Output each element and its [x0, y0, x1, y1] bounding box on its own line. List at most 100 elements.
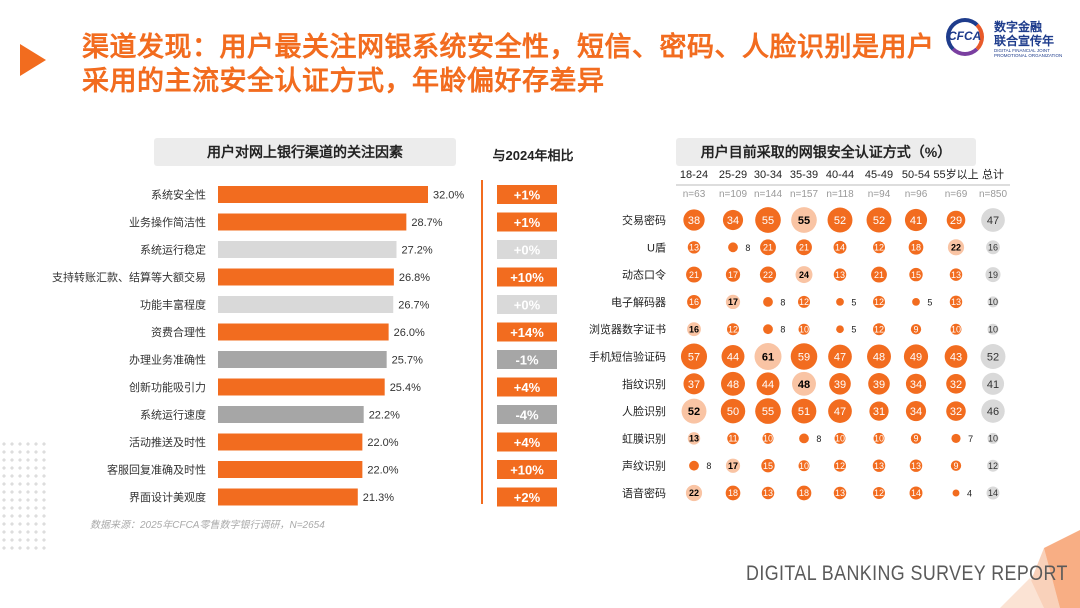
change-badge-label: +10%	[510, 463, 544, 478]
bubble-value: 21	[874, 270, 884, 280]
left-panel-title: 用户对网上银行渠道的关注因素	[154, 138, 456, 166]
bubble-value: 10	[799, 324, 809, 334]
bubble	[687, 432, 701, 445]
row-label: 电子解码器	[611, 295, 666, 309]
bubble	[904, 208, 928, 232]
bubble-value: 48	[873, 351, 885, 363]
change-badge-label: +0%	[514, 298, 541, 313]
bubble-value: 41	[910, 215, 922, 227]
bubble	[721, 371, 745, 396]
bubble-value: 55	[762, 215, 774, 227]
change-badge	[497, 212, 557, 232]
bubble	[763, 297, 773, 307]
bar-value-label: 21.3%	[363, 492, 394, 504]
bubble-value: 34	[910, 406, 922, 418]
bubble-value: 12	[835, 461, 845, 471]
bar	[218, 323, 389, 341]
bubble-value: 37	[688, 379, 700, 391]
sample-size: n=850	[979, 189, 1008, 200]
bubble-value: 10	[874, 434, 884, 444]
bubble	[872, 459, 886, 472]
bubble	[795, 266, 813, 284]
bubble	[755, 398, 781, 424]
bubble	[796, 239, 812, 256]
bubble-value: 47	[987, 215, 999, 227]
bubble-value: 18	[799, 488, 809, 498]
bubble	[756, 372, 780, 396]
bubble	[986, 486, 1000, 500]
change-badge-label: +10%	[510, 270, 544, 285]
bar-value-label: 25.4%	[390, 382, 421, 394]
bubble-value: 34	[910, 379, 922, 391]
bar-category-label: 资费合理性	[151, 325, 206, 339]
bubble	[799, 433, 809, 444]
bubble	[910, 433, 922, 444]
bubble-value: 17	[728, 461, 738, 471]
bubble-value: 4	[967, 489, 972, 499]
change-badge-label: +1%	[514, 215, 541, 230]
change-badge	[497, 350, 557, 369]
bubble	[689, 460, 699, 471]
bubble	[836, 325, 844, 334]
bubble	[761, 486, 775, 500]
row-label: 手机短信验证码	[589, 350, 666, 364]
bubble	[722, 209, 744, 231]
bubble-value: 22	[763, 270, 773, 280]
compare-divider	[481, 180, 483, 504]
bubble-value: 24	[799, 270, 809, 280]
bar-category-label: 界面设计美观度	[129, 490, 206, 504]
bubble	[873, 487, 885, 499]
bubble-value: 13	[951, 297, 961, 307]
bubble	[909, 486, 923, 500]
change-badge	[497, 432, 557, 452]
bar-category-label: 业务操作简洁性	[129, 215, 206, 229]
right-panel-title: 用户目前采取的网银安全认证方式（%）	[676, 138, 976, 166]
change-badge-label: +2%	[514, 490, 541, 505]
bubble	[905, 373, 927, 394]
change-badge	[497, 322, 557, 342]
title-arrow-icon	[20, 44, 46, 76]
row-label: 指纹识别	[622, 377, 666, 391]
change-badge	[497, 487, 557, 507]
bubble-value: 52	[834, 215, 846, 227]
bubble	[873, 323, 885, 336]
change-badge-label: -4%	[515, 408, 539, 423]
bubble-value: 17	[728, 297, 738, 307]
bubble-value: 13	[763, 488, 773, 498]
bubble	[869, 401, 889, 421]
bar	[218, 378, 385, 396]
bubble	[727, 323, 739, 336]
bubble-value: 22	[951, 243, 961, 253]
row-label: 交易密码	[622, 213, 666, 227]
bubble	[720, 398, 746, 424]
bubble	[759, 266, 777, 283]
bubble-value: 47	[834, 351, 846, 363]
bar	[218, 461, 363, 478]
change-badge	[497, 240, 557, 259]
bubble-value: 13	[874, 461, 884, 471]
bar	[218, 406, 364, 423]
bar	[218, 488, 358, 506]
bubble-value: 51	[798, 406, 810, 418]
bubble	[946, 210, 966, 230]
bubble	[987, 432, 999, 444]
bar-value-label: 22.0%	[367, 437, 398, 449]
bubble	[867, 344, 891, 369]
bubble	[827, 207, 853, 233]
bubble-value: 12	[728, 324, 738, 334]
bubble-value: 8	[706, 461, 711, 471]
bar-category-label: 客服回复准确及时性	[107, 463, 206, 477]
bubble	[681, 398, 707, 424]
bubble	[910, 324, 922, 335]
column-header: 55岁以上	[933, 167, 978, 181]
bubble-value: 8	[780, 297, 785, 307]
bubble-value: 9	[953, 461, 958, 471]
bubble	[727, 432, 739, 445]
change-badge-label: +4%	[514, 380, 541, 395]
bubble-value: 32	[950, 406, 962, 418]
bubble	[949, 295, 963, 309]
sample-size: n=69	[945, 189, 968, 200]
bubble	[725, 294, 741, 310]
bubble-value: 12	[874, 243, 884, 253]
bar	[218, 241, 397, 258]
